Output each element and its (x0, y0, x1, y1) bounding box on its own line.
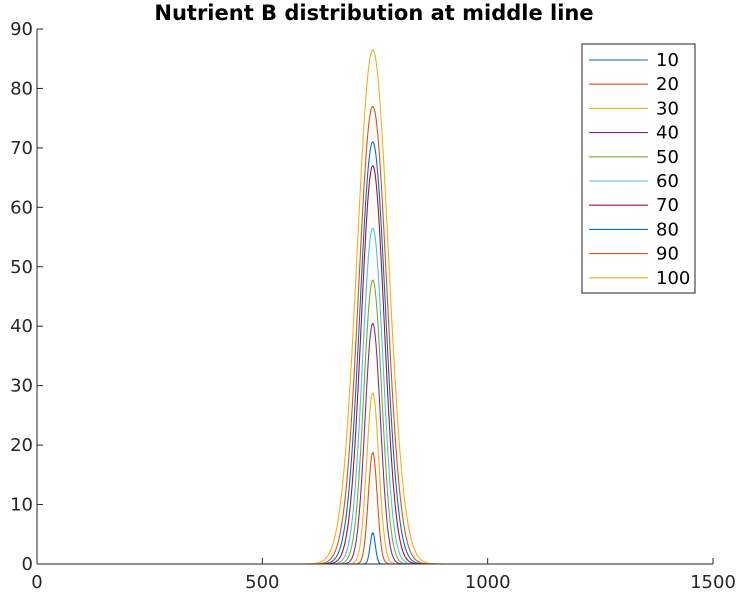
legend-box (581, 43, 696, 294)
x-tick-label: 1000 (465, 572, 511, 593)
y-tick-label: 20 (10, 435, 33, 456)
y-tick-label: 90 (10, 19, 33, 40)
y-axis-ticks: 0 10 20 30 40 50 60 70 80 90 (10, 19, 43, 575)
legend-label-20: 20 (656, 74, 679, 95)
y-tick-label: 80 (10, 78, 33, 99)
chart-title: Nutrient B distribution at middle line (154, 1, 593, 25)
legend-label-40: 40 (656, 123, 679, 144)
x-tick-label: 0 (31, 572, 42, 593)
legend-label-50: 50 (656, 147, 679, 168)
y-tick-label: 50 (10, 257, 33, 278)
y-tick-label: 60 (10, 197, 33, 218)
y-tick-label: 40 (10, 316, 33, 337)
x-tick-label: 500 (245, 572, 279, 593)
x-tick-label: 1500 (690, 572, 736, 593)
legend-label-60: 60 (656, 171, 679, 192)
legend-label-90: 90 (656, 244, 679, 265)
legend-label-70: 70 (656, 195, 679, 216)
axes (36, 29, 713, 565)
legend-label-80: 80 (656, 219, 679, 240)
y-tick-label: 30 (10, 376, 33, 397)
legend-label-30: 30 (656, 98, 679, 119)
y-tick-label: 70 (10, 138, 33, 159)
legend-label-100: 100 (656, 268, 690, 289)
x-axis-ticks: 0 500 1000 1500 (31, 558, 736, 593)
y-tick-label: 0 (22, 554, 33, 575)
legend: 10 20 30 40 50 60 70 80 90 100 (581, 43, 696, 294)
legend-label-10: 10 (656, 50, 679, 71)
y-tick-label: 10 (10, 495, 33, 516)
